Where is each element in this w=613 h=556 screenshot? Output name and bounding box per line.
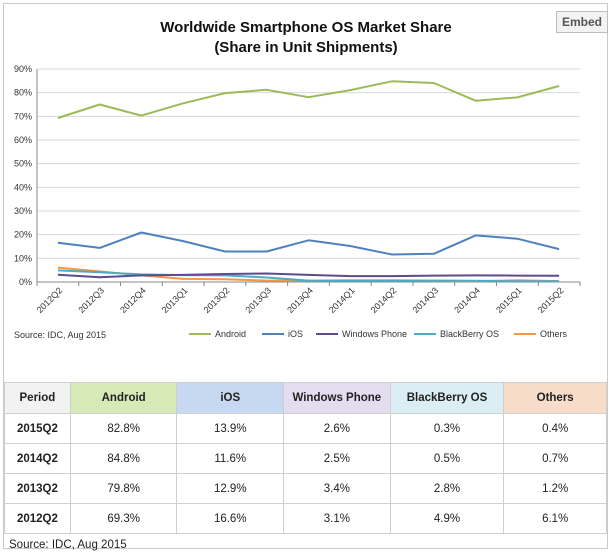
chart-source: Source: IDC, Aug 2015	[14, 330, 106, 340]
table-cell: 69.3%	[69, 503, 178, 534]
table-cell: 3.4%	[283, 473, 391, 504]
table-cell-period: 2014Q2	[4, 443, 71, 474]
table-cell: 0.4%	[503, 413, 607, 444]
x-tick-label: 2013Q4	[285, 285, 315, 315]
market-share-chart: Worldwide Smartphone OS Market Share (Sha…	[14, 19, 581, 340]
y-tick-label: 20%	[14, 230, 32, 240]
legend-label-blackberry-os: BlackBerry OS	[440, 329, 499, 339]
y-tick-label: 70%	[14, 111, 32, 121]
x-tick-label: 2014Q1	[327, 285, 357, 315]
table-cell: 1.2%	[503, 473, 607, 504]
table-cell: 6.1%	[503, 503, 607, 534]
series-line-android	[57, 80, 560, 119]
table-header-others: Others	[503, 382, 607, 414]
y-tick-label: 50%	[14, 159, 32, 169]
chart-title: Worldwide Smartphone OS Market Share	[160, 19, 451, 36]
table-cell: 12.9%	[176, 473, 285, 504]
y-tick-label: 30%	[14, 206, 32, 216]
x-tick-label: 2014Q2	[369, 285, 399, 315]
share-table: Period Android iOS Windows Phone BlackBerry …	[4, 382, 607, 534]
table-header-android: Android	[69, 382, 178, 414]
x-tick-label: 2012Q4	[118, 285, 148, 315]
table-header-period: Period	[4, 382, 71, 414]
share-table-wrap: Period Android iOS Windows Phone BlackBerry …	[4, 382, 607, 534]
table-cell-period: 2012Q2	[4, 503, 71, 534]
chart-area: Worldwide Smartphone OS Market Share (Sha…	[4, 4, 609, 350]
table-row: 2013Q2 79.8% 12.9% 3.4% 2.8% 1.2%	[4, 473, 607, 504]
legend-label-android: Android	[215, 329, 246, 339]
x-tick-label: 2015Q2	[536, 285, 566, 315]
table-cell: 0.7%	[503, 443, 607, 474]
series-line-ios	[57, 231, 560, 256]
table-cell: 11.6%	[176, 443, 285, 474]
table-cell: 79.8%	[69, 473, 178, 504]
table-cell: 84.8%	[69, 443, 178, 474]
widget-frame: Worldwide Smartphone OS Market Share (Sha…	[3, 3, 609, 551]
table-cell: 0.5%	[389, 443, 505, 474]
table-body: 2015Q2 82.8% 13.9% 2.6% 0.3% 0.4% 2014Q2 84.8% 1…	[4, 413, 607, 534]
y-tick-label: 40%	[14, 182, 32, 192]
x-tick-label: 2012Q3	[76, 285, 106, 315]
table-row: 2015Q2 82.8% 13.9% 2.6% 0.3% 0.4%	[4, 413, 607, 444]
table-header-blackberry-os: BlackBerry OS	[389, 382, 505, 414]
table-cell-period: 2015Q2	[4, 413, 71, 444]
table-cell: 82.8%	[69, 413, 178, 444]
y-tick-label: 0%	[19, 277, 32, 287]
x-tick-label: 2014Q3	[411, 285, 441, 315]
x-tick-label: 2014Q4	[452, 285, 482, 315]
table-cell: 0.3%	[389, 413, 505, 444]
x-tick-label: 2012Q2	[35, 285, 65, 315]
legend-label-windows-phone: Windows Phone	[342, 329, 407, 339]
table-cell: 16.6%	[176, 503, 285, 534]
chart-subtitle: (Share in Unit Shipments)	[214, 39, 397, 56]
table-cell: 4.9%	[389, 503, 505, 534]
legend-label-ios: iOS	[288, 329, 303, 339]
series-line-windows-phone	[57, 272, 560, 279]
y-tick-label: 60%	[14, 135, 32, 145]
table-cell: 13.9%	[176, 413, 285, 444]
legend-label-others: Others	[540, 329, 568, 339]
y-tick-label: 80%	[14, 88, 32, 98]
table-source-note: Source: IDC, Aug 2015	[9, 539, 127, 551]
table-row: 2012Q2 69.3% 16.6% 3.1% 4.9% 6.1%	[4, 503, 607, 534]
y-tick-label: 90%	[14, 64, 32, 74]
x-tick-label: 2013Q2	[202, 285, 232, 315]
table-cell-period: 2013Q2	[4, 473, 71, 504]
y-tick-label: 10%	[14, 253, 32, 263]
table-header-ios: iOS	[176, 382, 285, 414]
x-tick-label: 2013Q3	[243, 285, 273, 315]
table-row: 2014Q2 84.8% 11.6% 2.5% 0.5% 0.7%	[4, 443, 607, 474]
embed-button[interactable]: Embed	[556, 11, 608, 33]
table-cell: 2.5%	[283, 443, 391, 474]
table-cell: 3.1%	[283, 503, 391, 534]
x-tick-label: 2013Q1	[160, 285, 190, 315]
table-cell: 2.8%	[389, 473, 505, 504]
x-tick-label: 2015Q1	[494, 285, 524, 315]
table-header-row: Period Android iOS Windows Phone BlackBerry …	[4, 382, 607, 414]
table-cell: 2.6%	[283, 413, 391, 444]
table-header-windows-phone: Windows Phone	[283, 382, 391, 414]
